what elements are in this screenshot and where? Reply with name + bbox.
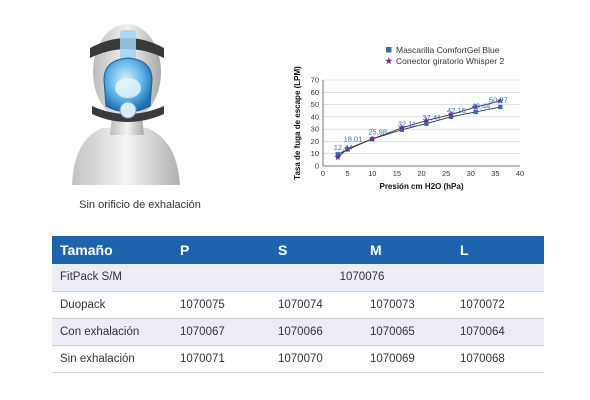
- cell-p: 1070067: [172, 318, 270, 346]
- data-point-star: [344, 145, 352, 152]
- data-label: 12,44: [334, 143, 353, 152]
- y-tick-label: 60: [311, 88, 319, 97]
- x-tick-label: 25: [442, 169, 450, 178]
- x-tick-label: 15: [393, 169, 401, 178]
- data-point-star: [334, 153, 342, 161]
- x-tick-label: 20: [417, 169, 425, 178]
- x-axis-title: Presión cm H2O (hPa): [379, 182, 463, 191]
- y-tick-label: 40: [311, 112, 319, 121]
- cell-s: 1070070: [270, 345, 362, 373]
- data-label: 50,27: [489, 96, 508, 105]
- header-m: M: [362, 236, 452, 264]
- y-axis-title: Tasa de fuga de escape (LPM): [293, 66, 302, 180]
- y-tick-label: 20: [311, 137, 319, 146]
- cell-p: 1070075: [172, 291, 270, 319]
- x-tick-label: 35: [491, 169, 499, 178]
- data-point-star: [472, 103, 480, 110]
- legend-label: Conector giratorio Whisper 2: [396, 56, 504, 66]
- x-tick-label: 0: [321, 169, 325, 178]
- row-label: Sin exhalación: [52, 345, 172, 373]
- cell-p: 1070071: [172, 345, 270, 373]
- cell-l: 1070072: [452, 291, 544, 319]
- table-row: Duopack 1070075 1070074 1070073 1070072: [52, 291, 544, 319]
- table-row: Sin exhalación 1070071 1070070 1070069 1…: [52, 345, 544, 373]
- series-line: [337, 106, 501, 155]
- data-point-star: [447, 110, 455, 118]
- legend-marker-star: [385, 57, 393, 65]
- data-label: 25,98: [368, 128, 387, 137]
- legend-label: Mascarilla ComfortGel Blue: [396, 45, 500, 55]
- data-label: 37,41: [422, 113, 441, 122]
- x-tick-label: 10: [368, 169, 376, 178]
- y-tick-label: 10: [311, 149, 319, 158]
- row-label: FitPack S/M: [52, 264, 172, 292]
- data-label: 42,16: [447, 106, 466, 115]
- row-label: Con exhalación: [52, 318, 172, 346]
- x-tick-label: 5: [346, 169, 350, 178]
- header-l: L: [452, 236, 544, 264]
- y-tick-label: 50: [311, 100, 319, 109]
- data-point-square: [424, 121, 429, 126]
- leak-rate-chart: 0 10 20 30 40 50 60 70 0 5 10 15 20 25 30 35 40 Presión c…: [290, 40, 580, 200]
- data-point-star: [368, 135, 376, 142]
- data-point-star: [398, 124, 406, 131]
- data-point-square: [498, 104, 503, 110]
- header-s: S: [270, 236, 362, 264]
- cell-m: 1070073: [362, 291, 452, 319]
- cell-s: 1070066: [270, 318, 362, 346]
- chart-svg: 0 10 20 30 40 50 60 70 0 5 10 15 20 25 30 35 40 Presión c…: [293, 45, 524, 191]
- merged-cell: 1070076: [172, 264, 544, 292]
- data-point-square: [473, 109, 478, 115]
- size-table: Tamaño P S M L FitPack S/M 1070076 Duopa…: [52, 236, 544, 373]
- cell-l: 1070064: [452, 318, 544, 346]
- y-tick-label: 30: [311, 125, 319, 134]
- series-line: [337, 100, 501, 158]
- data-point-star: [423, 116, 430, 124]
- data-label: 46,44: [472, 101, 491, 110]
- x-tick-label: 40: [516, 169, 524, 178]
- cell-s: 1070074: [270, 291, 362, 319]
- y-tick-label: 70: [311, 76, 319, 85]
- cell-l: 1070068: [452, 345, 544, 373]
- header-p: P: [172, 236, 270, 264]
- header-size: Tamaño: [52, 236, 172, 264]
- row-label: Duopack: [52, 291, 172, 319]
- data-point-star: [496, 97, 504, 104]
- cell-m: 1070065: [362, 318, 452, 346]
- table-header-row: Tamaño P S M L: [52, 236, 544, 264]
- data-point-square: [448, 114, 454, 120]
- table-row: FitPack S/M 1070076: [52, 264, 544, 292]
- x-tick-label: 30: [467, 169, 475, 178]
- image-caption: Sin orificio de exhalación: [79, 199, 201, 211]
- y-tick-label: 0: [315, 162, 319, 171]
- data-label: 18,01: [344, 134, 363, 143]
- table-row: Con exhalación 1070067 1070066 1070065 1…: [52, 318, 544, 346]
- data-label: 32,11: [398, 120, 416, 129]
- mask-product-image: [52, 10, 202, 190]
- cell-m: 1070069: [362, 345, 452, 373]
- data-point-square: [399, 127, 404, 132]
- legend-marker-square: [386, 47, 392, 53]
